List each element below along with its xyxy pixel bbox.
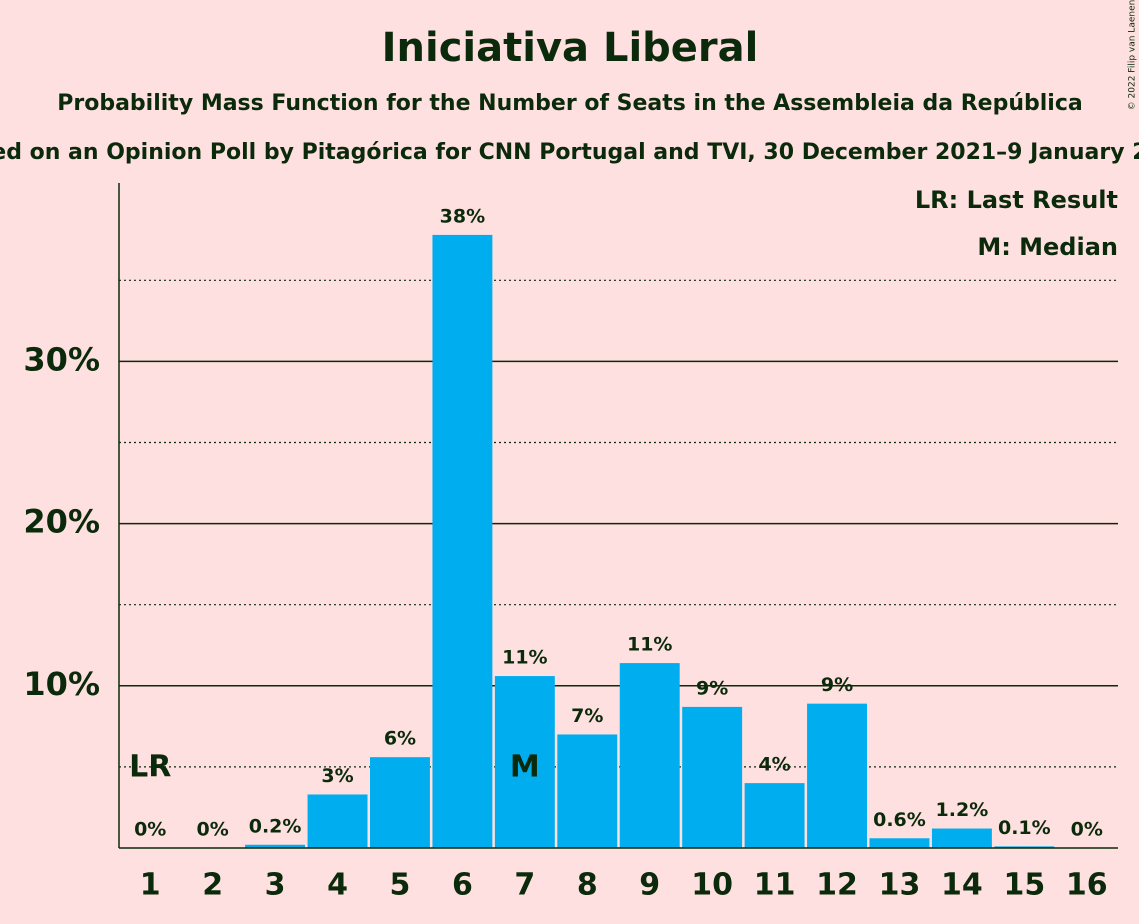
- bar: [557, 734, 618, 848]
- legend-entry: M: Median: [977, 233, 1118, 261]
- value-label: 7%: [571, 705, 603, 727]
- x-tick-label: 8: [577, 868, 598, 903]
- x-tick-label: 13: [879, 868, 921, 903]
- bar: [494, 676, 555, 848]
- y-tick-label: 30%: [23, 340, 100, 378]
- x-tick-label: 14: [941, 868, 983, 903]
- y-tick-label: 10%: [23, 665, 100, 703]
- value-label: 3%: [321, 765, 353, 787]
- bar: [994, 846, 1055, 848]
- x-tick-label: 3: [265, 868, 286, 903]
- annotation: LR: [129, 750, 171, 785]
- bar: [744, 783, 805, 848]
- x-tick-label: 10: [691, 868, 733, 903]
- value-label: 0.2%: [249, 815, 302, 837]
- chart-subtitle: Based on an Opinion Poll by Pitagórica f…: [0, 140, 1139, 165]
- value-label: 11%: [502, 647, 547, 669]
- bar: [432, 234, 493, 848]
- x-tick-label: 5: [390, 868, 411, 903]
- bar: [807, 703, 868, 848]
- y-tick-label: 20%: [23, 503, 100, 541]
- value-label: 9%: [821, 674, 853, 696]
- bar: [369, 757, 430, 848]
- value-label: 0%: [197, 819, 229, 841]
- value-label: 0%: [134, 819, 166, 841]
- bar: [869, 838, 930, 848]
- x-tick-label: 1: [140, 868, 161, 903]
- value-label: 4%: [758, 754, 790, 776]
- bar: [682, 706, 743, 848]
- x-tick-label: 4: [327, 868, 348, 903]
- value-label: 9%: [696, 677, 728, 699]
- annotation: M: [510, 750, 540, 785]
- value-label: 6%: [384, 728, 416, 750]
- chart-title: Iniciativa Liberal: [382, 25, 759, 71]
- x-tick-label: 16: [1066, 868, 1108, 903]
- x-tick-label: 12: [816, 868, 858, 903]
- bar: [245, 844, 306, 848]
- x-tick-label: 15: [1003, 868, 1045, 903]
- x-tick-label: 2: [202, 868, 223, 903]
- chart-subtitle: Probability Mass Function for the Number…: [57, 91, 1082, 116]
- value-label: 38%: [440, 205, 485, 227]
- bar: [307, 794, 368, 848]
- copyright: © 2022 Filip van Laenen: [1128, 0, 1138, 110]
- bar: [619, 663, 680, 848]
- x-tick-label: 9: [639, 868, 660, 903]
- x-tick-label: 7: [514, 868, 535, 903]
- value-label: 0.1%: [998, 817, 1051, 839]
- x-tick-label: 11: [754, 868, 796, 903]
- value-label: 0.6%: [873, 809, 926, 831]
- value-label: 1.2%: [936, 799, 989, 821]
- bar: [931, 828, 992, 848]
- value-label: 0%: [1071, 819, 1103, 841]
- value-label: 11%: [627, 634, 672, 656]
- legend-entry: LR: Last Result: [915, 186, 1118, 214]
- x-tick-label: 6: [452, 868, 473, 903]
